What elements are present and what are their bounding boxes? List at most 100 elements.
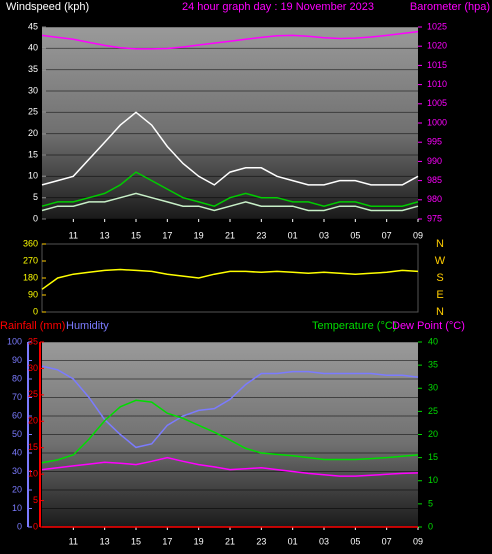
chart-title: 24 hour graph day : 19 November 2023 (182, 1, 374, 13)
tick-label: 20 (28, 416, 38, 426)
x-tick-label: 23 (256, 536, 266, 546)
x-tick-label: 05 (350, 536, 360, 546)
tick-label: 1020 (427, 41, 447, 51)
x-tick-label: 19 (194, 536, 204, 546)
tick-label: 10 (28, 171, 38, 181)
plot-area (42, 27, 418, 219)
legend-label: Rainfall (mm) (0, 320, 65, 332)
tick-label: 1025 (427, 21, 447, 31)
x-tick-label: 01 (288, 230, 298, 240)
legend-label: Temperature (°C) (312, 320, 396, 332)
tick-label: 995 (427, 137, 442, 147)
tick-label: 25 (428, 406, 438, 416)
tick-label: 35 (428, 360, 438, 370)
tick-label: 100 (7, 336, 22, 346)
tick-label: 980 (427, 194, 442, 204)
tick-label: 10 (28, 469, 38, 479)
tick-label: W (435, 255, 446, 267)
tick-label: 80 (12, 373, 22, 383)
tick-label: S (436, 272, 443, 284)
x-tick-label: 21 (225, 536, 235, 546)
tick-label: 15 (28, 149, 38, 159)
x-tick-label: 05 (350, 230, 360, 240)
tick-label: 25 (28, 389, 38, 399)
tick-label: 90 (12, 355, 22, 365)
data-line (41, 456, 419, 477)
tick-label: 1010 (427, 79, 447, 89)
tick-label: 985 (427, 175, 442, 185)
x-tick-label: 23 (256, 230, 266, 240)
data-line (41, 268, 419, 290)
tick-label: 270 (23, 255, 38, 265)
x-tick-label: 07 (382, 536, 392, 546)
tick-label: 25 (28, 107, 38, 117)
tick-label: 5 (428, 498, 433, 508)
tick-label: 20 (12, 484, 22, 494)
x-tick-label: 19 (194, 230, 204, 240)
tick-label: 0 (428, 521, 433, 531)
x-tick-label: 13 (100, 536, 110, 546)
tick-label: 40 (28, 43, 38, 53)
data-line (41, 192, 419, 212)
tick-label: 10 (428, 475, 438, 485)
data-line (41, 111, 419, 186)
x-tick-label: 09 (413, 230, 423, 240)
tick-label: 1000 (427, 117, 447, 127)
tick-label: 5 (33, 495, 38, 505)
tick-label: 0 (33, 306, 38, 316)
tick-label: 5 (33, 192, 38, 202)
data-line (41, 171, 419, 208)
x-tick-label: 17 (162, 230, 172, 240)
tick-label: 45 (28, 21, 38, 31)
tick-label: 20 (28, 128, 38, 138)
tick-label: 35 (28, 336, 38, 346)
tick-label: 60 (12, 410, 22, 420)
tick-label: 990 (427, 156, 442, 166)
tick-label: 15 (428, 452, 438, 462)
y-axis-label: Windspeed (kph) (6, 1, 89, 13)
x-tick-label: 15 (131, 536, 141, 546)
tick-label: E (436, 289, 443, 301)
tick-label: 10 (12, 503, 22, 513)
tick-label: 40 (428, 336, 438, 346)
tick-label: 35 (28, 64, 38, 74)
tick-label: 1005 (427, 98, 447, 108)
tick-label: 15 (28, 442, 38, 452)
x-tick-label: 13 (100, 230, 110, 240)
tick-label: 1015 (427, 60, 447, 70)
legend-label: Dew Point (°C) (392, 320, 465, 332)
tick-label: 0 (17, 521, 22, 531)
x-tick-label: 21 (225, 230, 235, 240)
x-tick-label: 01 (288, 536, 298, 546)
x-tick-label: 17 (162, 536, 172, 546)
x-tick-label: 11 (69, 536, 78, 546)
x-tick-label: 11 (69, 230, 78, 240)
tick-label: 30 (12, 466, 22, 476)
tick-label: 50 (12, 429, 22, 439)
data-line (41, 30, 419, 50)
tick-label: N (436, 238, 444, 250)
tick-label: 0 (33, 521, 38, 531)
tick-label: 90 (28, 289, 38, 299)
tick-label: 20 (428, 429, 438, 439)
plot-area (41, 243, 419, 313)
x-tick-label: 07 (382, 230, 392, 240)
tick-label: 360 (23, 238, 38, 248)
tick-label: 975 (427, 213, 442, 223)
x-tick-label: 03 (319, 230, 329, 240)
legend-label: Humidity (66, 320, 109, 332)
tick-label: 30 (28, 85, 38, 95)
y2-axis-label: Barometer (hpa) (410, 1, 490, 13)
x-tick-label: 15 (131, 230, 141, 240)
tick-label: N (436, 306, 444, 318)
tick-label: 0 (33, 213, 38, 223)
tick-label: 180 (23, 272, 38, 282)
tick-label: 70 (12, 392, 22, 402)
tick-label: 30 (428, 383, 438, 393)
x-tick-label: 09 (413, 536, 423, 546)
tick-label: 40 (12, 447, 22, 457)
data-line (41, 399, 419, 464)
tick-label: 30 (28, 363, 38, 373)
